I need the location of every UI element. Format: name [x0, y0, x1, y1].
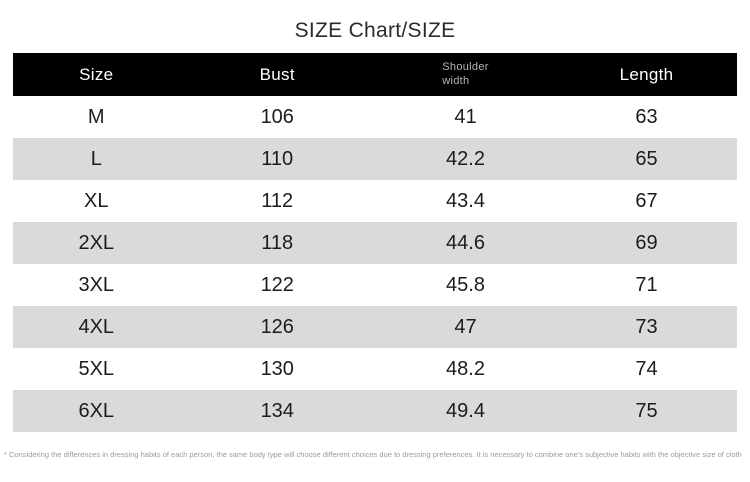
- table-cell: 74: [635, 357, 658, 380]
- table-cell: 126: [260, 315, 294, 338]
- table-cell: 44.6: [446, 231, 485, 254]
- table-cell: 63: [635, 105, 658, 128]
- table-cell: 45.8: [446, 273, 485, 296]
- table-cell: XL: [84, 189, 109, 212]
- table-cell: 67: [635, 189, 658, 212]
- column-header: Shoulder width: [374, 53, 556, 96]
- table-cell: 110: [261, 147, 294, 170]
- disclaimer-note: * Considering the differences in dressin…: [4, 450, 742, 459]
- table-row: XL 112 43.4 67: [13, 180, 737, 222]
- table-cell: 47: [454, 315, 477, 338]
- table-cell: 106: [260, 105, 294, 128]
- table-cell: 118: [261, 231, 294, 254]
- table-body: M 106 41 63 L 110 42.2 65 XL 112 43.4 67 2XL 118 44.6 6…: [13, 96, 737, 432]
- table-cell: M: [87, 105, 105, 128]
- table-cell: 41: [454, 105, 477, 128]
- table-cell: 75: [635, 399, 658, 422]
- table-header: Size Bust Shoulder width Length: [13, 53, 737, 96]
- table-cell: 4XL: [78, 315, 115, 338]
- table-row: L 110 42.2 65: [13, 138, 737, 180]
- table-cell: 5XL: [78, 357, 115, 380]
- table-cell: 73: [635, 315, 658, 338]
- table-row: 4XL 126 47 73: [13, 306, 737, 348]
- page-title: SIZE Chart/SIZE: [294, 19, 456, 42]
- table-row: 3XL 122 45.8 71: [13, 264, 737, 306]
- table-cell: 3XL: [78, 273, 115, 296]
- column-header: Bust: [179, 53, 375, 96]
- table-cell: 49.4: [446, 399, 485, 422]
- header-row: Size Bust Shoulder width Length: [13, 53, 737, 96]
- table-cell: 134: [260, 399, 294, 422]
- table-cell: 43.4: [446, 189, 485, 212]
- table-cell: 48.2: [446, 357, 485, 380]
- table-cell: 112: [261, 189, 294, 212]
- column-header: Length: [555, 53, 737, 96]
- table-cell: L: [90, 147, 102, 170]
- table-row: M 106 41 63: [13, 96, 737, 138]
- table-cell: 6XL: [78, 399, 115, 422]
- table-cell: 2XL: [78, 231, 115, 254]
- table-row: 5XL 130 48.2 74: [13, 348, 737, 390]
- table-cell: 130: [260, 357, 294, 380]
- table-cell: 42.2: [446, 147, 485, 170]
- size-chart-table: Size Bust Shoulder width Length M 106 41 63 L 110…: [13, 53, 737, 432]
- table-cell: 65: [635, 147, 658, 170]
- table-cell: 69: [635, 231, 658, 254]
- table-cell: 71: [635, 273, 658, 296]
- table-row: 6XL 134 49.4 75: [13, 390, 737, 432]
- table-cell: 122: [260, 273, 294, 296]
- column-header: Size: [13, 53, 180, 96]
- table-row: 2XL 118 44.6 69: [13, 222, 737, 264]
